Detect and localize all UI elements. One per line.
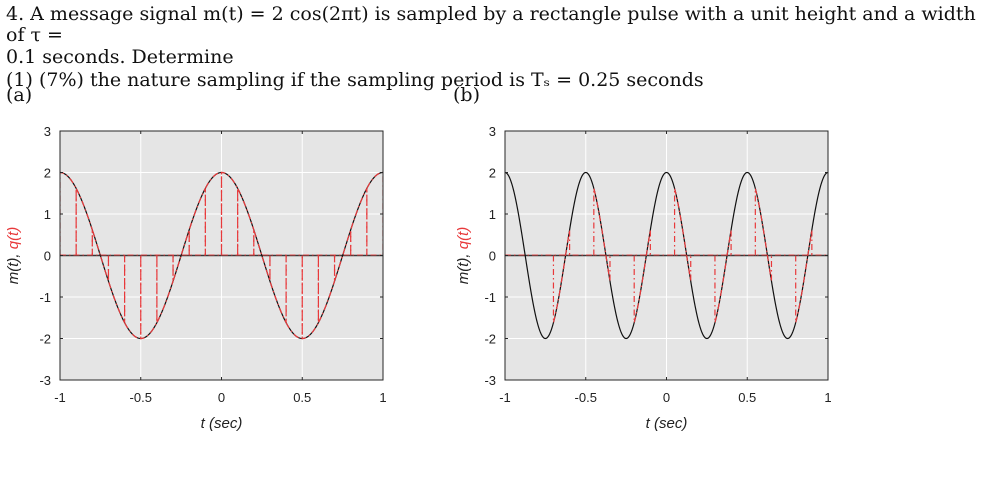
- y-label-sampled: q(t): [455, 227, 472, 250]
- subfigure-labels: (a) (b): [6, 84, 991, 108]
- plot-area: [60, 171, 383, 340]
- y-tick-label: 3: [489, 124, 496, 139]
- sampled-pulse: [673, 188, 692, 282]
- sampled-pulse: [156, 255, 174, 323]
- y-tick-label: 0: [44, 249, 51, 264]
- x-tick-label: 1: [824, 390, 831, 405]
- sampled-pulse: [366, 171, 383, 256]
- sampled-pulse: [633, 229, 651, 323]
- problem-statement: 4. A message signal m(t) = 2 cos(2πt) is…: [6, 4, 991, 91]
- y-label-separator: ,: [455, 249, 472, 257]
- y-tick-label: 2: [489, 166, 496, 181]
- sampled-pulse: [172, 229, 190, 282]
- sampled-pulse: [350, 188, 368, 256]
- sampled-pulse: [124, 255, 142, 340]
- subfigure-label-b: (b): [453, 84, 480, 106]
- x-tick-label: -0.5: [130, 390, 152, 405]
- y-axis-label: m(t), q(t): [5, 227, 22, 285]
- x-tick-label: -0.5: [575, 390, 597, 405]
- sampled-pulse: [253, 229, 271, 282]
- y-tick-label: 1: [44, 207, 51, 222]
- x-tick-label: -1: [54, 390, 66, 405]
- problem-line-1: 4. A message signal m(t) = 2 cos(2πt) is…: [6, 3, 976, 46]
- x-tick-label: 0: [663, 390, 670, 405]
- sampled-pulse: [140, 255, 158, 340]
- plot-panel-a: -1 -0.5 0 0.5 1 -3 -2 -1 0 1 2 3 t (sec) m(t), q(t): [5, 124, 387, 432]
- plot-panel-b: -1 -0.5 0 0.5 1 -3 -2 -1 0 1 2 3 t (sec) m(t), q(t): [455, 124, 832, 432]
- problem-line-2: 0.1 seconds. Determine: [6, 46, 234, 68]
- plot-area: [505, 171, 828, 340]
- sampled-pulse: [269, 255, 287, 323]
- sampled-pulse: [107, 255, 126, 323]
- x-tick-label: 0: [218, 390, 225, 405]
- sampled-pulse: [188, 188, 206, 256]
- y-tick-label: 2: [44, 166, 51, 181]
- x-tick-label: -1: [499, 390, 511, 405]
- y-tick-label: 1: [489, 207, 496, 222]
- sampled-pulse: [285, 255, 303, 340]
- sampled-pulse: [301, 255, 319, 340]
- y-label-separator: ,: [5, 249, 22, 257]
- y-tick-label: -3: [484, 373, 496, 388]
- y-label-message: m(t): [455, 258, 472, 285]
- problem-line-3: (1) (7%) the nature sampling if the samp…: [6, 69, 704, 91]
- y-label-message: m(t): [5, 258, 22, 285]
- sampled-pulse: [91, 229, 110, 282]
- y-tick-label: 3: [44, 124, 51, 139]
- sampled-pulse: [593, 188, 611, 282]
- y-tick-label: -2: [484, 332, 496, 347]
- y-tick-label: -2: [39, 332, 51, 347]
- sampled-pulse: [204, 171, 223, 256]
- x-axis-label: t (sec): [646, 415, 688, 432]
- sampled-pulse: [714, 229, 732, 323]
- y-tick-label: -1: [39, 290, 51, 305]
- x-tick-label: 1: [379, 390, 386, 405]
- x-tick-label: 0.5: [293, 390, 311, 405]
- sampled-pulse: [220, 171, 239, 256]
- sampled-pulse: [317, 255, 336, 323]
- sampled-pulse: [75, 188, 93, 256]
- y-tick-label: 0: [489, 249, 496, 264]
- x-axis-label: t (sec): [201, 415, 243, 432]
- y-tick-label: -1: [484, 290, 496, 305]
- sampled-pulse: [795, 229, 813, 323]
- y-label-sampled: q(t): [5, 227, 22, 250]
- sampled-pulse: [552, 229, 571, 323]
- y-tick-label: -3: [39, 373, 51, 388]
- x-tick-label: 0.5: [738, 390, 756, 405]
- subfigure-label-a: (a): [6, 84, 33, 106]
- y-axis-label: m(t), q(t): [455, 227, 472, 285]
- message-signal-line: [505, 171, 828, 340]
- sampled-pulse: [754, 188, 773, 282]
- sampled-pulse: [237, 188, 255, 256]
- sampled-pulse: [333, 229, 352, 282]
